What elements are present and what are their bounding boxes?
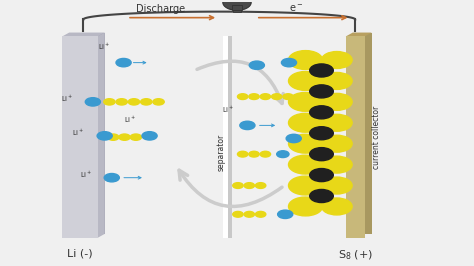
Circle shape: [240, 121, 255, 130]
Polygon shape: [98, 32, 105, 238]
Circle shape: [233, 183, 243, 188]
Text: Li$^+$: Li$^+$: [124, 115, 137, 125]
Circle shape: [321, 114, 352, 131]
Text: e$^-$: e$^-$: [289, 3, 303, 14]
Circle shape: [116, 99, 128, 105]
Circle shape: [237, 94, 248, 99]
Text: Li$^+$: Li$^+$: [61, 94, 73, 104]
Circle shape: [104, 99, 115, 105]
Circle shape: [272, 94, 282, 99]
Text: current collector: current collector: [372, 106, 381, 169]
Circle shape: [153, 99, 164, 105]
Text: Li$^+$: Li$^+$: [73, 128, 85, 138]
Circle shape: [289, 176, 322, 195]
Circle shape: [321, 156, 352, 173]
Circle shape: [108, 134, 119, 140]
Bar: [346, 36, 365, 238]
Text: Li$^+$: Li$^+$: [222, 105, 235, 115]
Bar: [232, 5, 242, 10]
Circle shape: [289, 155, 322, 174]
Circle shape: [233, 211, 243, 217]
Circle shape: [310, 148, 333, 161]
Circle shape: [244, 183, 255, 188]
Bar: [228, 36, 232, 238]
Circle shape: [321, 135, 352, 152]
Circle shape: [130, 134, 142, 140]
Circle shape: [310, 189, 333, 202]
Circle shape: [289, 197, 322, 216]
Circle shape: [116, 59, 131, 67]
Circle shape: [104, 173, 119, 182]
Circle shape: [278, 210, 293, 218]
Circle shape: [289, 93, 322, 111]
Circle shape: [310, 85, 333, 98]
Circle shape: [249, 61, 264, 69]
Circle shape: [255, 183, 266, 188]
Circle shape: [310, 106, 333, 119]
Circle shape: [260, 151, 271, 157]
Text: S$_8$ (+): S$_8$ (+): [337, 248, 373, 262]
Circle shape: [255, 211, 266, 217]
Text: Discharge: Discharge: [136, 4, 185, 14]
Circle shape: [321, 72, 352, 89]
Circle shape: [237, 151, 248, 157]
Circle shape: [289, 113, 322, 132]
Circle shape: [119, 134, 130, 140]
Circle shape: [249, 94, 259, 99]
Polygon shape: [69, 32, 105, 234]
Circle shape: [282, 59, 297, 67]
Polygon shape: [62, 32, 105, 36]
Circle shape: [286, 134, 301, 143]
Circle shape: [321, 177, 352, 194]
Circle shape: [310, 64, 333, 77]
Circle shape: [289, 51, 322, 69]
Circle shape: [249, 151, 259, 157]
Circle shape: [142, 132, 157, 140]
Text: Li$^+$: Li$^+$: [99, 42, 111, 52]
Circle shape: [277, 151, 289, 157]
Circle shape: [260, 94, 271, 99]
Bar: [223, 36, 228, 238]
Circle shape: [85, 98, 100, 106]
Polygon shape: [346, 32, 372, 36]
Text: Li$^+$: Li$^+$: [80, 170, 92, 180]
Text: Li (-): Li (-): [67, 248, 93, 258]
Circle shape: [321, 52, 352, 68]
Circle shape: [289, 72, 322, 90]
Circle shape: [244, 211, 255, 217]
Circle shape: [310, 127, 333, 140]
Circle shape: [128, 99, 140, 105]
Circle shape: [223, 0, 251, 10]
Circle shape: [141, 99, 152, 105]
Circle shape: [289, 134, 322, 153]
Circle shape: [321, 93, 352, 110]
Circle shape: [283, 94, 293, 99]
Polygon shape: [353, 32, 372, 234]
Bar: [233, 10, 241, 12]
Circle shape: [97, 132, 112, 140]
Circle shape: [310, 169, 333, 182]
Text: separator: separator: [217, 134, 226, 172]
Circle shape: [321, 198, 352, 215]
Bar: [62, 36, 98, 238]
